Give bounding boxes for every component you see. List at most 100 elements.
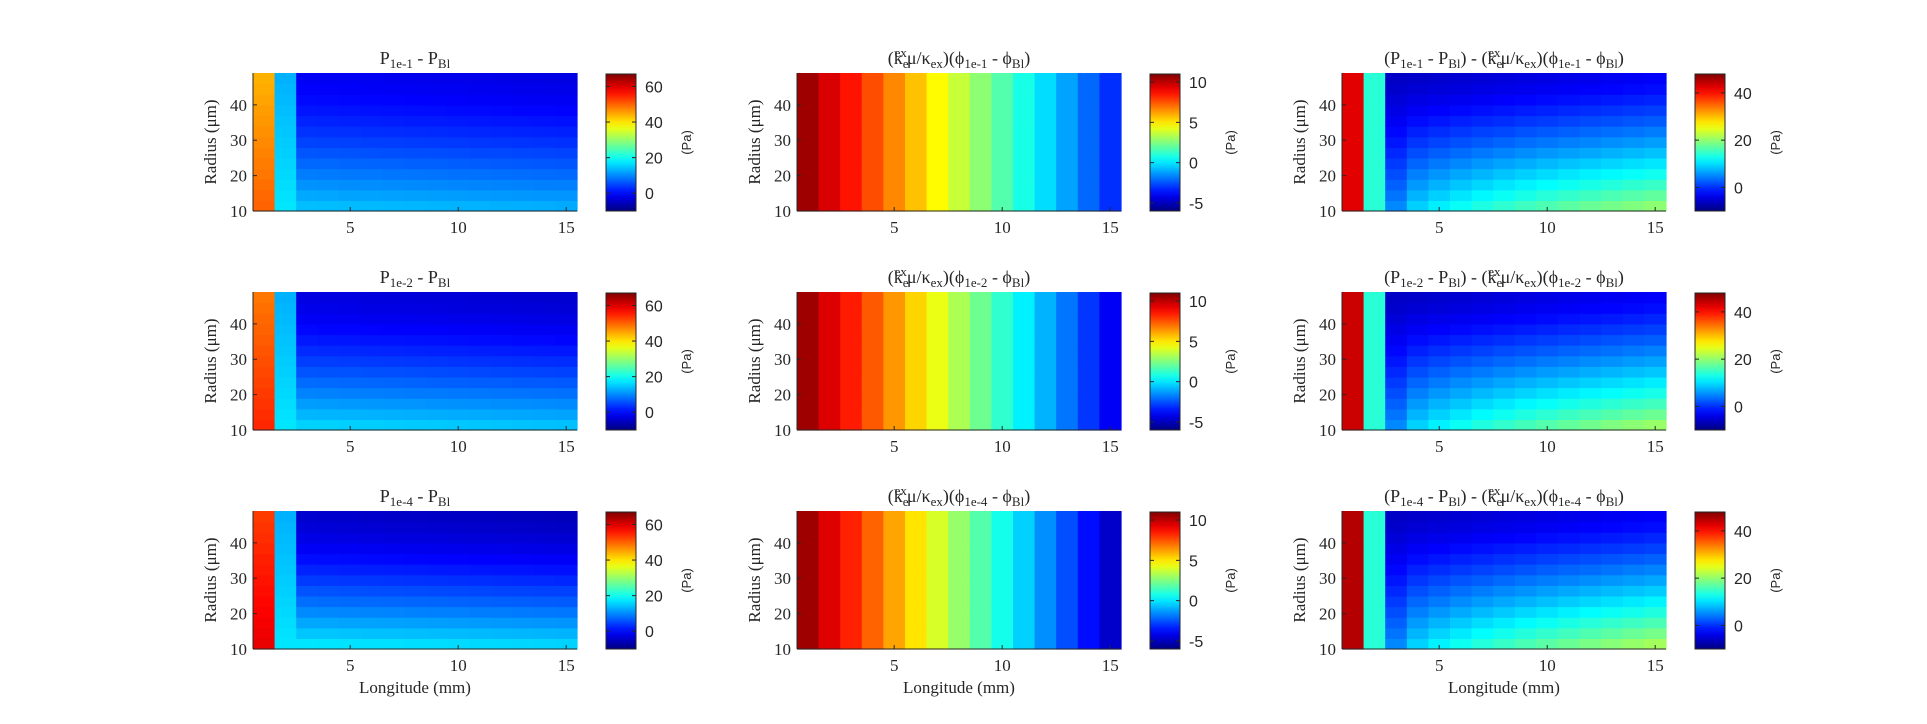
heatmap-cell — [883, 345, 906, 357]
heatmap-cell — [1644, 126, 1667, 138]
heatmap-cell — [1579, 104, 1602, 117]
heatmap-cell — [1013, 200, 1036, 212]
heatmap-cell — [926, 136, 949, 148]
heatmap-cell — [1601, 585, 1624, 597]
heatmap-cell — [1514, 606, 1537, 618]
heatmap-cell — [1099, 585, 1122, 597]
heatmap-cell — [840, 313, 863, 325]
heatmap-cell — [1450, 542, 1473, 555]
heatmap-cell — [861, 323, 884, 336]
heatmap-cell — [1493, 334, 1516, 346]
heatmap-cell — [1363, 585, 1386, 597]
heatmap-cell — [991, 553, 1014, 565]
heatmap-cell — [317, 564, 340, 576]
heatmap-cell — [361, 302, 384, 314]
heatmap-cell — [1493, 617, 1516, 629]
heatmap-cell — [1406, 638, 1429, 650]
heatmap-cell — [1013, 387, 1036, 399]
heatmap-cell — [296, 617, 319, 629]
heatmap-cell — [1099, 521, 1122, 533]
colorbar-tick-label: 10 — [1189, 75, 1207, 92]
heatmap-cell — [1579, 94, 1602, 106]
heatmap-cell — [425, 323, 448, 336]
heatmap-cell — [1622, 398, 1645, 410]
heatmap-cell — [948, 387, 971, 399]
heatmap-cell — [533, 115, 556, 127]
heatmap-cell — [1099, 376, 1122, 389]
heatmap-cell — [469, 511, 492, 523]
heatmap-cell — [253, 189, 276, 201]
heatmap-cell — [1428, 408, 1451, 420]
heatmap-cell — [948, 345, 971, 357]
heatmap-cell — [274, 313, 297, 325]
heatmap-cell — [1099, 398, 1122, 410]
heatmap-cell — [469, 595, 492, 608]
colorbar-label: (Pa) — [1223, 130, 1238, 155]
heatmap-cell — [1622, 542, 1645, 555]
heatmap-cell — [1056, 595, 1079, 608]
heatmap-cell — [1385, 398, 1408, 410]
heatmap-cell — [1579, 408, 1602, 420]
heatmap-cell — [1450, 574, 1473, 586]
heatmap-cell — [1363, 73, 1386, 85]
heatmap-cell — [926, 617, 949, 629]
heatmap-cell — [469, 376, 492, 389]
heatmap-cell — [1363, 292, 1386, 304]
heatmap-cell — [1056, 511, 1079, 523]
heatmap-cell — [991, 419, 1014, 431]
heatmap-cell — [1536, 387, 1559, 399]
heatmap-cell — [991, 408, 1014, 420]
heatmap-cell — [1077, 73, 1100, 85]
heatmap-cell — [1493, 115, 1516, 127]
heatmap-cell — [1558, 179, 1581, 191]
heatmap-cell — [840, 521, 863, 533]
colorbar-tick-label: 40 — [645, 334, 663, 351]
heatmap-cell — [425, 83, 448, 95]
heatmap-cell — [1013, 313, 1036, 325]
heatmap-cell — [1385, 313, 1408, 325]
heatmap-cell — [1099, 313, 1122, 325]
heatmap-cell — [469, 408, 492, 420]
heatmap-cell — [840, 136, 863, 148]
heatmap-cell — [926, 189, 949, 201]
heatmap-cell — [969, 345, 992, 357]
heatmap-cell — [926, 83, 949, 95]
heatmap-cell — [1579, 595, 1602, 608]
heatmap-cell — [1034, 585, 1057, 597]
x-tick-label: 10 — [450, 437, 467, 456]
heatmap-cell — [861, 595, 884, 608]
heatmap-cell — [1077, 313, 1100, 325]
heatmap-cell — [512, 419, 535, 431]
heatmap-cell — [1034, 398, 1057, 410]
heatmap-cell — [296, 73, 319, 85]
heatmap-cell — [948, 302, 971, 314]
heatmap-cell — [948, 408, 971, 420]
heatmap-cell — [533, 334, 556, 346]
heatmap-cell — [361, 189, 384, 201]
heatmap-cell — [317, 115, 340, 127]
heatmap-cell — [1536, 302, 1559, 314]
heatmap-cell — [361, 366, 384, 378]
heatmap-cell — [555, 398, 578, 410]
heatmap-cell — [555, 126, 578, 138]
heatmap-cell — [1034, 521, 1057, 533]
heatmap-cell — [317, 157, 340, 170]
heatmap-cell — [926, 532, 949, 544]
heatmap-cell — [490, 542, 513, 555]
heatmap-cell — [969, 419, 992, 431]
x-tick-label: 10 — [1539, 437, 1556, 456]
heatmap-cell — [1601, 419, 1624, 431]
heatmap-cell — [883, 398, 906, 410]
heatmap-cell — [1601, 200, 1624, 212]
heatmap-cell — [1471, 355, 1494, 367]
heatmap-cell — [382, 355, 405, 367]
heatmap-cell — [1428, 200, 1451, 212]
heatmap-cell — [447, 292, 470, 304]
heatmap-cell — [1342, 595, 1365, 608]
heatmap-cell — [404, 115, 427, 127]
heatmap-cell — [1363, 532, 1386, 544]
heatmap-cell — [797, 126, 820, 138]
heatmap-cell — [1579, 585, 1602, 597]
